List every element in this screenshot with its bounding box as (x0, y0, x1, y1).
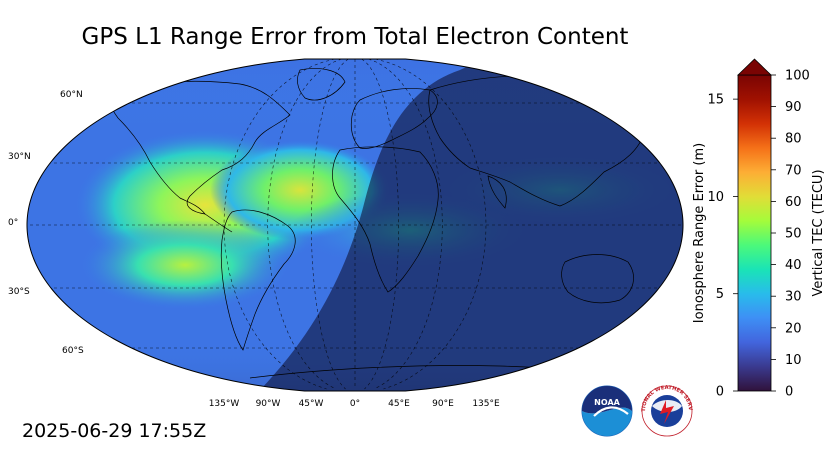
lon-label: 90°E (432, 399, 454, 409)
coast-south-america (220, 209, 296, 351)
lat-label: 30°N (8, 152, 31, 162)
colorbar-right-tick-label: 30 (785, 290, 802, 305)
lon-label: 0° (350, 399, 360, 409)
meridian-line (223, 59, 335, 390)
colorbar-left-tick-label: 10 (707, 190, 724, 205)
colorbar-right-tick-label: 10 (785, 353, 802, 368)
coast-africa (332, 146, 439, 293)
colorbar-right-tick-label: 0 (785, 385, 793, 400)
lon-label: 135°E (472, 399, 500, 409)
colorbar-right-tick-label: 100 (785, 69, 810, 84)
colorbar-left-ticks: 0 5 10 15 (707, 93, 738, 400)
coast-central-america (204, 213, 233, 233)
longitude-labels: 135°W 90°W 45°W 0° 45°E 90°E 135°E (209, 399, 500, 409)
colorbar-right-tick-label: 20 (785, 321, 802, 336)
coast-australia (561, 254, 634, 304)
lon-label: 135°W (209, 399, 240, 409)
meridian-line (375, 59, 487, 390)
lon-label: 45°W (299, 399, 324, 409)
latitude-labels: 60°N 30°N 0° 30°S 60°S (8, 90, 84, 356)
noaa-logo-text: NOAA (594, 398, 620, 407)
map-title: GPS L1 Range Error from Total Electron C… (81, 24, 629, 50)
left-axis-label: Ionosphere Range Error (m) (692, 143, 707, 323)
colorbar-right-tick-label: 50 (785, 227, 802, 242)
colorbar-right-tick-label: 60 (785, 195, 802, 210)
colorbar-left-tick-label: 15 (707, 93, 724, 108)
meridian-line (361, 59, 399, 390)
lon-label: 45°E (388, 399, 410, 409)
colorbar-left-tick-label: 0 (716, 385, 724, 400)
colorbar-gradient (737, 74, 772, 392)
colorbar-left-tick-label: 5 (716, 287, 724, 302)
graticule (27, 59, 683, 390)
lat-label: 30°S (8, 287, 30, 297)
lat-label: 0° (8, 218, 18, 228)
lon-label: 90°W (256, 399, 281, 409)
colorbar-right-ticks: 0 10 20 30 40 50 60 70 80 90 100 (771, 69, 810, 400)
colorbar-right-tick-label: 90 (785, 100, 802, 115)
tec-band-south-america (80, 220, 290, 310)
right-axis-label: Vertical TEC (TECU) (811, 169, 826, 296)
coast-north-america (109, 80, 291, 215)
globe-outline (26, 58, 684, 392)
meridian-line (311, 59, 349, 390)
noaa-logo: NOAA (581, 385, 633, 437)
coast-greenland (297, 68, 346, 101)
colorbar-right-tick-label: 80 (785, 132, 802, 147)
coast-india (487, 175, 507, 209)
colorbar-right-tick-label: 40 (785, 258, 802, 273)
timestamp: 2025-06-29 17:55Z (22, 420, 207, 442)
colorbar-right-tick-label: 70 (785, 163, 802, 178)
lat-label: 60°S (62, 346, 84, 356)
lat-label: 60°N (60, 90, 83, 100)
colorbar-extend-max (737, 58, 772, 76)
coastlines (109, 68, 646, 381)
colorbar: 0 10 20 30 40 50 60 70 80 90 100 0 5 10 15 Ionosphere… (692, 58, 826, 400)
